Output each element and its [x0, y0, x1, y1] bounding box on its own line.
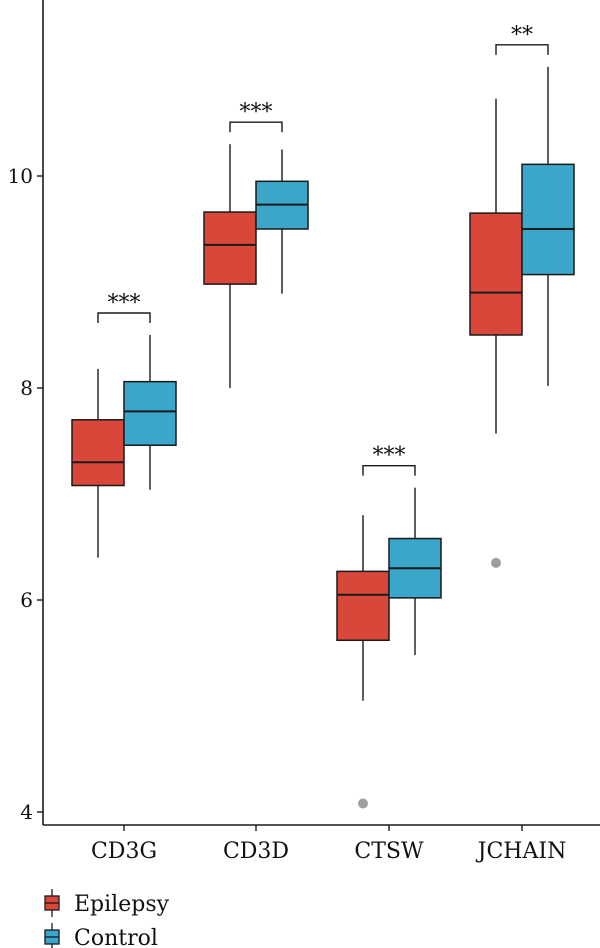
x-tick-label: CTSW — [354, 839, 424, 864]
box-control-jchain — [521, 66, 575, 386]
y-axis: 4 6 8 10 — [8, 0, 44, 825]
significance-cd3d: *** — [229, 100, 283, 133]
significance-bracket — [495, 44, 549, 55]
legend-label: Epilepsy — [74, 892, 170, 917]
box-control-cd3g — [123, 335, 177, 490]
box-body — [123, 380, 177, 446]
box-body — [71, 419, 125, 487]
legend: Epilepsy Control — [44, 889, 170, 948]
box-epilepsy-ctsw — [336, 515, 390, 809]
legend-label: Control — [74, 926, 158, 948]
significance-cd3g: *** — [97, 291, 151, 323]
box-body — [521, 163, 575, 276]
y-tick-label: 10 — [8, 164, 33, 188]
significance-label: *** — [373, 444, 406, 469]
significance-label: ** — [511, 23, 533, 48]
x-tick-label: CD3G — [91, 839, 157, 864]
box-epilepsy-jchain — [469, 98, 523, 568]
significance-bracket — [362, 464, 416, 476]
y-tick-label: 6 — [20, 588, 33, 612]
box-body — [469, 212, 523, 336]
legend-item-control: Control — [44, 923, 158, 948]
box-epilepsy-cd3d — [203, 144, 257, 388]
significance-label: *** — [240, 100, 273, 125]
box-plot-series — [71, 66, 575, 809]
box-control-ctsw — [388, 487, 442, 656]
significance-ctsw: *** — [362, 444, 416, 476]
y-tick-label: 8 — [20, 376, 33, 400]
significance-jchain: ** — [495, 23, 549, 55]
box-body — [336, 570, 390, 642]
outlier-point — [358, 798, 368, 809]
x-axis: CD3G CD3D CTSW JCHAIN — [43, 824, 600, 864]
significance-label: *** — [108, 291, 141, 316]
box-body — [203, 211, 257, 285]
x-tick-label: CD3D — [223, 839, 289, 864]
significance-annotations: *********** — [97, 23, 549, 476]
significance-bracket — [97, 312, 151, 323]
significance-bracket — [229, 121, 283, 133]
legend-item-epilepsy: Epilepsy — [44, 889, 170, 917]
box-control-cd3d — [255, 149, 309, 294]
y-tick-label: 4 — [20, 800, 33, 824]
box-epilepsy-cd3g — [71, 368, 125, 558]
x-tick-label: JCHAIN — [476, 839, 567, 864]
outlier-point — [491, 557, 501, 568]
